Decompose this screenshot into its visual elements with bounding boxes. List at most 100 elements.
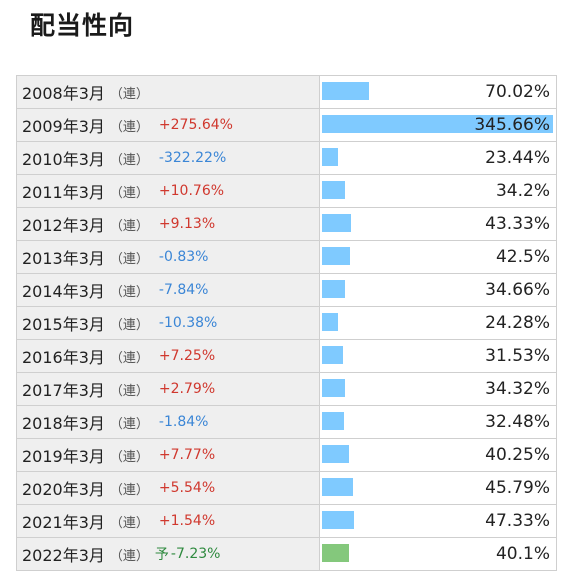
table-row: 2012年3月 （連） +9.13% 43.33%	[17, 208, 557, 241]
consolidated-mark: （連）	[109, 449, 149, 465]
consolidated-mark: （連）	[109, 284, 149, 300]
period-label: 2020年3月	[22, 480, 105, 499]
period-label: 2013年3月	[22, 249, 105, 268]
period-cell: 2008年3月 （連）	[17, 76, 320, 108]
period-cell: 2016年3月 （連） +7.25%	[17, 340, 320, 372]
value-cell: 24.28%	[320, 307, 557, 339]
consolidated-mark: （連）	[109, 515, 149, 531]
consolidated-mark: （連）	[109, 350, 149, 366]
payout-bar	[322, 346, 343, 364]
payout-bar	[322, 511, 354, 529]
consolidated-mark: （連）	[109, 317, 149, 333]
payout-ratio-value: 345.66%	[474, 115, 550, 135]
payout-ratio-value: 24.28%	[485, 313, 550, 333]
value-cell: 23.44%	[320, 142, 557, 174]
payout-ratio-value: 34.2%	[495, 181, 550, 201]
payout-ratio-value: 45.79%	[485, 478, 550, 498]
payout-bar	[322, 247, 350, 265]
period-label: 2011年3月	[22, 183, 105, 202]
table-row: 2009年3月 （連） +275.64% 345.66%	[17, 109, 557, 142]
payout-bar	[322, 280, 345, 298]
table-row: 2020年3月 （連） +5.54% 45.79%	[17, 472, 557, 505]
period-label: 2018年3月	[22, 414, 105, 433]
period-label: 2010年3月	[22, 150, 105, 169]
forecast-mark: 予	[154, 547, 169, 563]
consolidated-mark: （連）	[109, 548, 149, 564]
table-row: 2008年3月 （連） 70.02%	[17, 76, 557, 109]
yoy-change: +275.64%	[158, 117, 233, 133]
yoy-change: +2.79%	[158, 381, 216, 397]
value-cell: 45.79%	[320, 472, 557, 504]
period-cell: 2020年3月 （連） +5.54%	[17, 472, 320, 504]
payout-ratio-value: 40.25%	[485, 445, 550, 465]
table-row: 2011年3月 （連） +10.76% 34.2%	[17, 175, 557, 208]
period-cell: 2012年3月 （連） +9.13%	[17, 208, 320, 240]
period-label: 2015年3月	[22, 315, 105, 334]
payout-bar	[322, 214, 351, 232]
consolidated-mark: （連）	[109, 383, 149, 399]
period-cell: 2017年3月 （連） +2.79%	[17, 373, 320, 405]
period-label: 2017年3月	[22, 381, 105, 400]
period-label: 2016年3月	[22, 348, 105, 367]
period-cell: 2018年3月 （連） -1.84%	[17, 406, 320, 438]
payout-ratio-value: 23.44%	[485, 148, 550, 168]
yoy-change: -0.83%	[158, 249, 209, 265]
payout-ratio-value: 34.66%	[485, 280, 550, 300]
period-cell: 2010年3月 （連） -322.22%	[17, 142, 320, 174]
consolidated-mark: （連）	[109, 185, 149, 201]
value-cell: 34.32%	[320, 373, 557, 405]
period-cell: 2015年3月 （連） -10.38%	[17, 307, 320, 339]
page-title: 配当性向	[30, 11, 135, 40]
yoy-change: +9.13%	[158, 216, 216, 232]
value-cell: 345.66%	[320, 109, 557, 141]
period-label: 2014年3月	[22, 282, 105, 301]
consolidated-mark: （連）	[109, 251, 149, 267]
payout-ratio-value: 43.33%	[485, 214, 550, 234]
value-cell: 42.5%	[320, 241, 557, 273]
period-label: 2012年3月	[22, 216, 105, 235]
period-label: 2021年3月	[22, 513, 105, 532]
yoy-change: +7.25%	[158, 348, 216, 364]
period-cell: 2014年3月 （連） -7.84%	[17, 274, 320, 306]
yoy-change: -7.84%	[158, 282, 209, 298]
value-cell: 40.1%	[320, 538, 557, 570]
payout-ratio-value: 47.33%	[485, 511, 550, 531]
yoy-change: -10.38%	[158, 315, 218, 331]
payout-bar	[322, 478, 353, 496]
payout-ratio-value: 40.1%	[495, 544, 550, 564]
period-cell: 2019年3月 （連） +7.77%	[17, 439, 320, 471]
table-row: 2010年3月 （連） -322.22% 23.44%	[17, 142, 557, 175]
consolidated-mark: （連）	[109, 152, 149, 168]
table-row: 2017年3月 （連） +2.79% 34.32%	[17, 373, 557, 406]
payout-bar	[322, 313, 338, 331]
period-cell: 2021年3月 （連） +1.54%	[17, 505, 320, 537]
consolidated-mark: （連）	[109, 218, 149, 234]
yoy-change: +1.54%	[158, 513, 216, 529]
forecast-bar	[322, 544, 349, 562]
value-cell: 70.02%	[320, 76, 557, 108]
payout-ratio-table: 2008年3月 （連） 70.02% 2009年3月 （連） +275.64% 345.66…	[16, 75, 557, 571]
consolidated-mark: （連）	[109, 86, 149, 102]
table-row: 2015年3月 （連） -10.38% 24.28%	[17, 307, 557, 340]
period-label: 2008年3月	[22, 84, 105, 103]
table-row: 2022年3月 （連） 予 -7.23% 40.1%	[17, 538, 557, 571]
consolidated-mark: （連）	[109, 119, 149, 135]
payout-bar	[322, 379, 345, 397]
table-row: 2019年3月 （連） +7.77% 40.25%	[17, 439, 557, 472]
payout-ratio-value: 70.02%	[485, 82, 550, 102]
value-cell: 40.25%	[320, 439, 557, 471]
period-label: 2019年3月	[22, 447, 105, 466]
period-cell: 2013年3月 （連） -0.83%	[17, 241, 320, 273]
yoy-change: +5.54%	[158, 480, 216, 496]
yoy-change: -7.23%	[170, 546, 221, 562]
payout-bar	[322, 445, 349, 463]
payout-bar	[322, 115, 553, 133]
period-cell: 2022年3月 （連） 予 -7.23%	[17, 538, 320, 570]
table-row: 2018年3月 （連） -1.84% 32.48%	[17, 406, 557, 439]
value-cell: 31.53%	[320, 340, 557, 372]
table-row: 2014年3月 （連） -7.84% 34.66%	[17, 274, 557, 307]
table-row: 2013年3月 （連） -0.83% 42.5%	[17, 241, 557, 274]
period-label: 2022年3月	[22, 546, 105, 565]
yoy-change: +10.76%	[158, 183, 225, 199]
payout-bar	[322, 148, 338, 166]
